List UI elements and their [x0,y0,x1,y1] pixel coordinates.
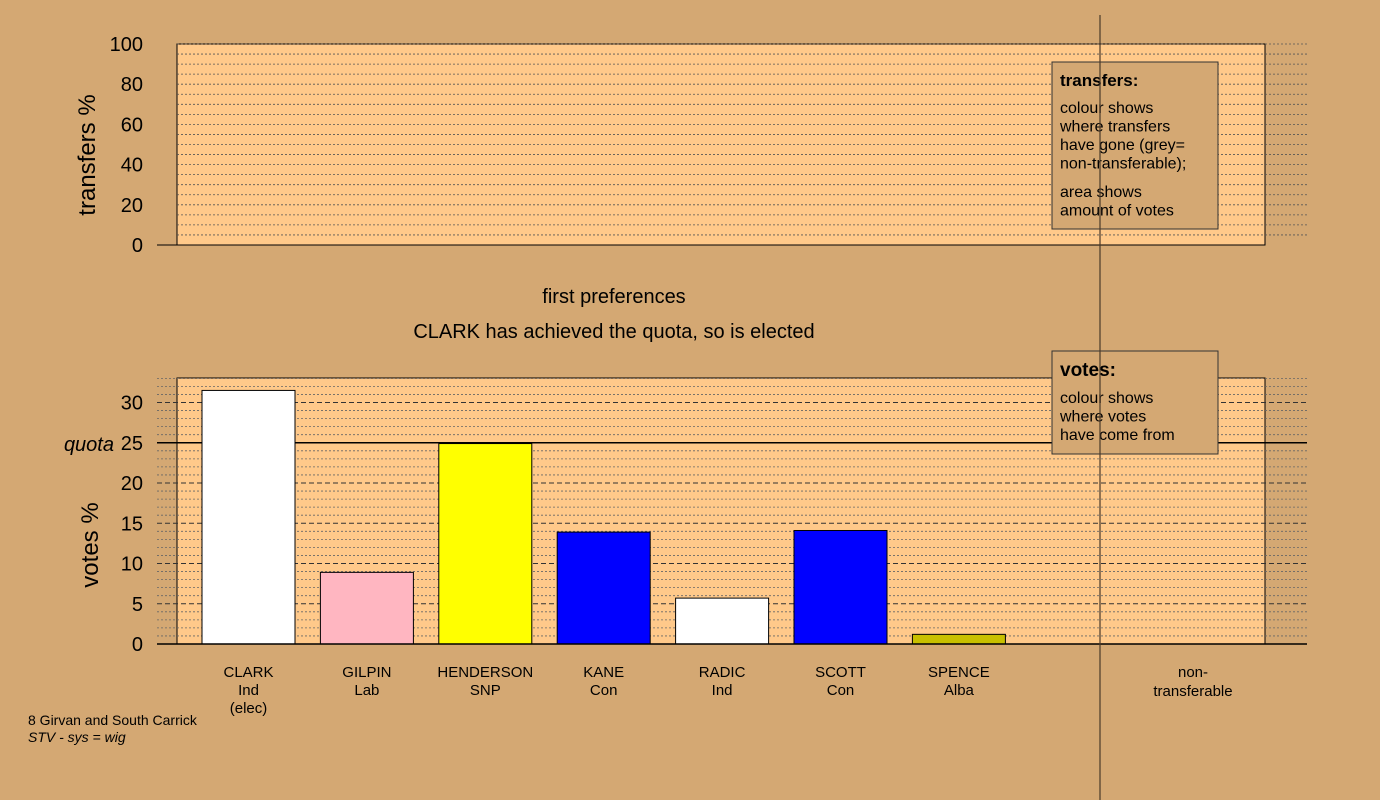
votes-legend-line: colour shows [1060,390,1153,407]
category-name: CLARK [223,664,273,681]
category-name: KANE [583,664,624,681]
votes-tick-label: 15 [121,513,143,535]
votes-legend-title: votes: [1060,360,1116,381]
category-party: Ind [712,682,733,699]
bar-scott [793,529,888,645]
transfers-tick-label: 40 [121,155,143,177]
category-name: HENDERSON [437,664,533,681]
transfers-legend-line: where transfers [1059,119,1170,136]
transfers-legend [1051,61,1219,230]
transfers-legend-line: amount of votes [1060,203,1174,220]
category-party: Ind [238,682,259,699]
bar-henderson [438,443,533,645]
transfers-tick-label: 60 [121,114,143,136]
transfers-legend-title: transfers: [1060,71,1138,90]
votes-legend-line: have come from [1060,427,1175,444]
chart-subtitle: CLARK has achieved the quota, so is elec… [413,321,814,343]
category-name: GILPIN [342,664,391,681]
bar-radic [675,597,770,645]
category-party: Con [590,682,618,699]
category-note: (elec) [230,700,268,717]
transfers-tick-label: 100 [110,34,143,56]
chart-title: first preferences [542,286,685,308]
quota-label: quota [64,434,114,456]
transfers-legend-line: area shows [1060,184,1142,201]
votes-tick-label: 0 [132,634,143,656]
transfers-legend-line: colour shows [1060,100,1153,117]
nontransferable-label: non- [1178,664,1208,681]
transfers-legend-line: non-transferable); [1060,156,1186,173]
bar-clark [201,389,296,645]
votes-legend-line: where votes [1059,409,1146,426]
transfers-y-axis-label: transfers % [74,94,101,215]
system-label: STV - sys = wig [28,729,126,745]
votes-y-axis-label: votes % [77,502,104,587]
category-name: SPENCE [928,664,990,681]
category-party: Con [827,682,855,699]
votes-tick-label: 25 [121,433,143,455]
transfers-legend-line: have gone (grey= [1060,137,1185,154]
votes-tick-label: 30 [121,393,143,415]
votes-tick-label: 5 [132,594,143,616]
footer: 8 Girvan and South Carrick STV - sys = w… [28,712,197,746]
transfers-tick-label: 0 [132,235,143,257]
votes-tick-label: 10 [121,554,143,576]
category-name: SCOTT [815,664,866,681]
ward-label: 8 Girvan and South Carrick [28,712,197,728]
votes-tick-label: 20 [121,473,143,495]
bar-gilpin [319,571,414,645]
category-party: Lab [354,682,379,699]
bar-kane [556,531,651,645]
category-party: Alba [944,682,975,699]
transfers-tick-label: 80 [121,74,143,96]
bar-spence [911,633,1006,645]
transfers-tick-label: 20 [121,195,143,217]
votes-legend [1051,350,1219,455]
category-name: RADIC [699,664,746,681]
nontransferable-label: transferable [1153,683,1232,700]
category-party: SNP [470,682,501,699]
